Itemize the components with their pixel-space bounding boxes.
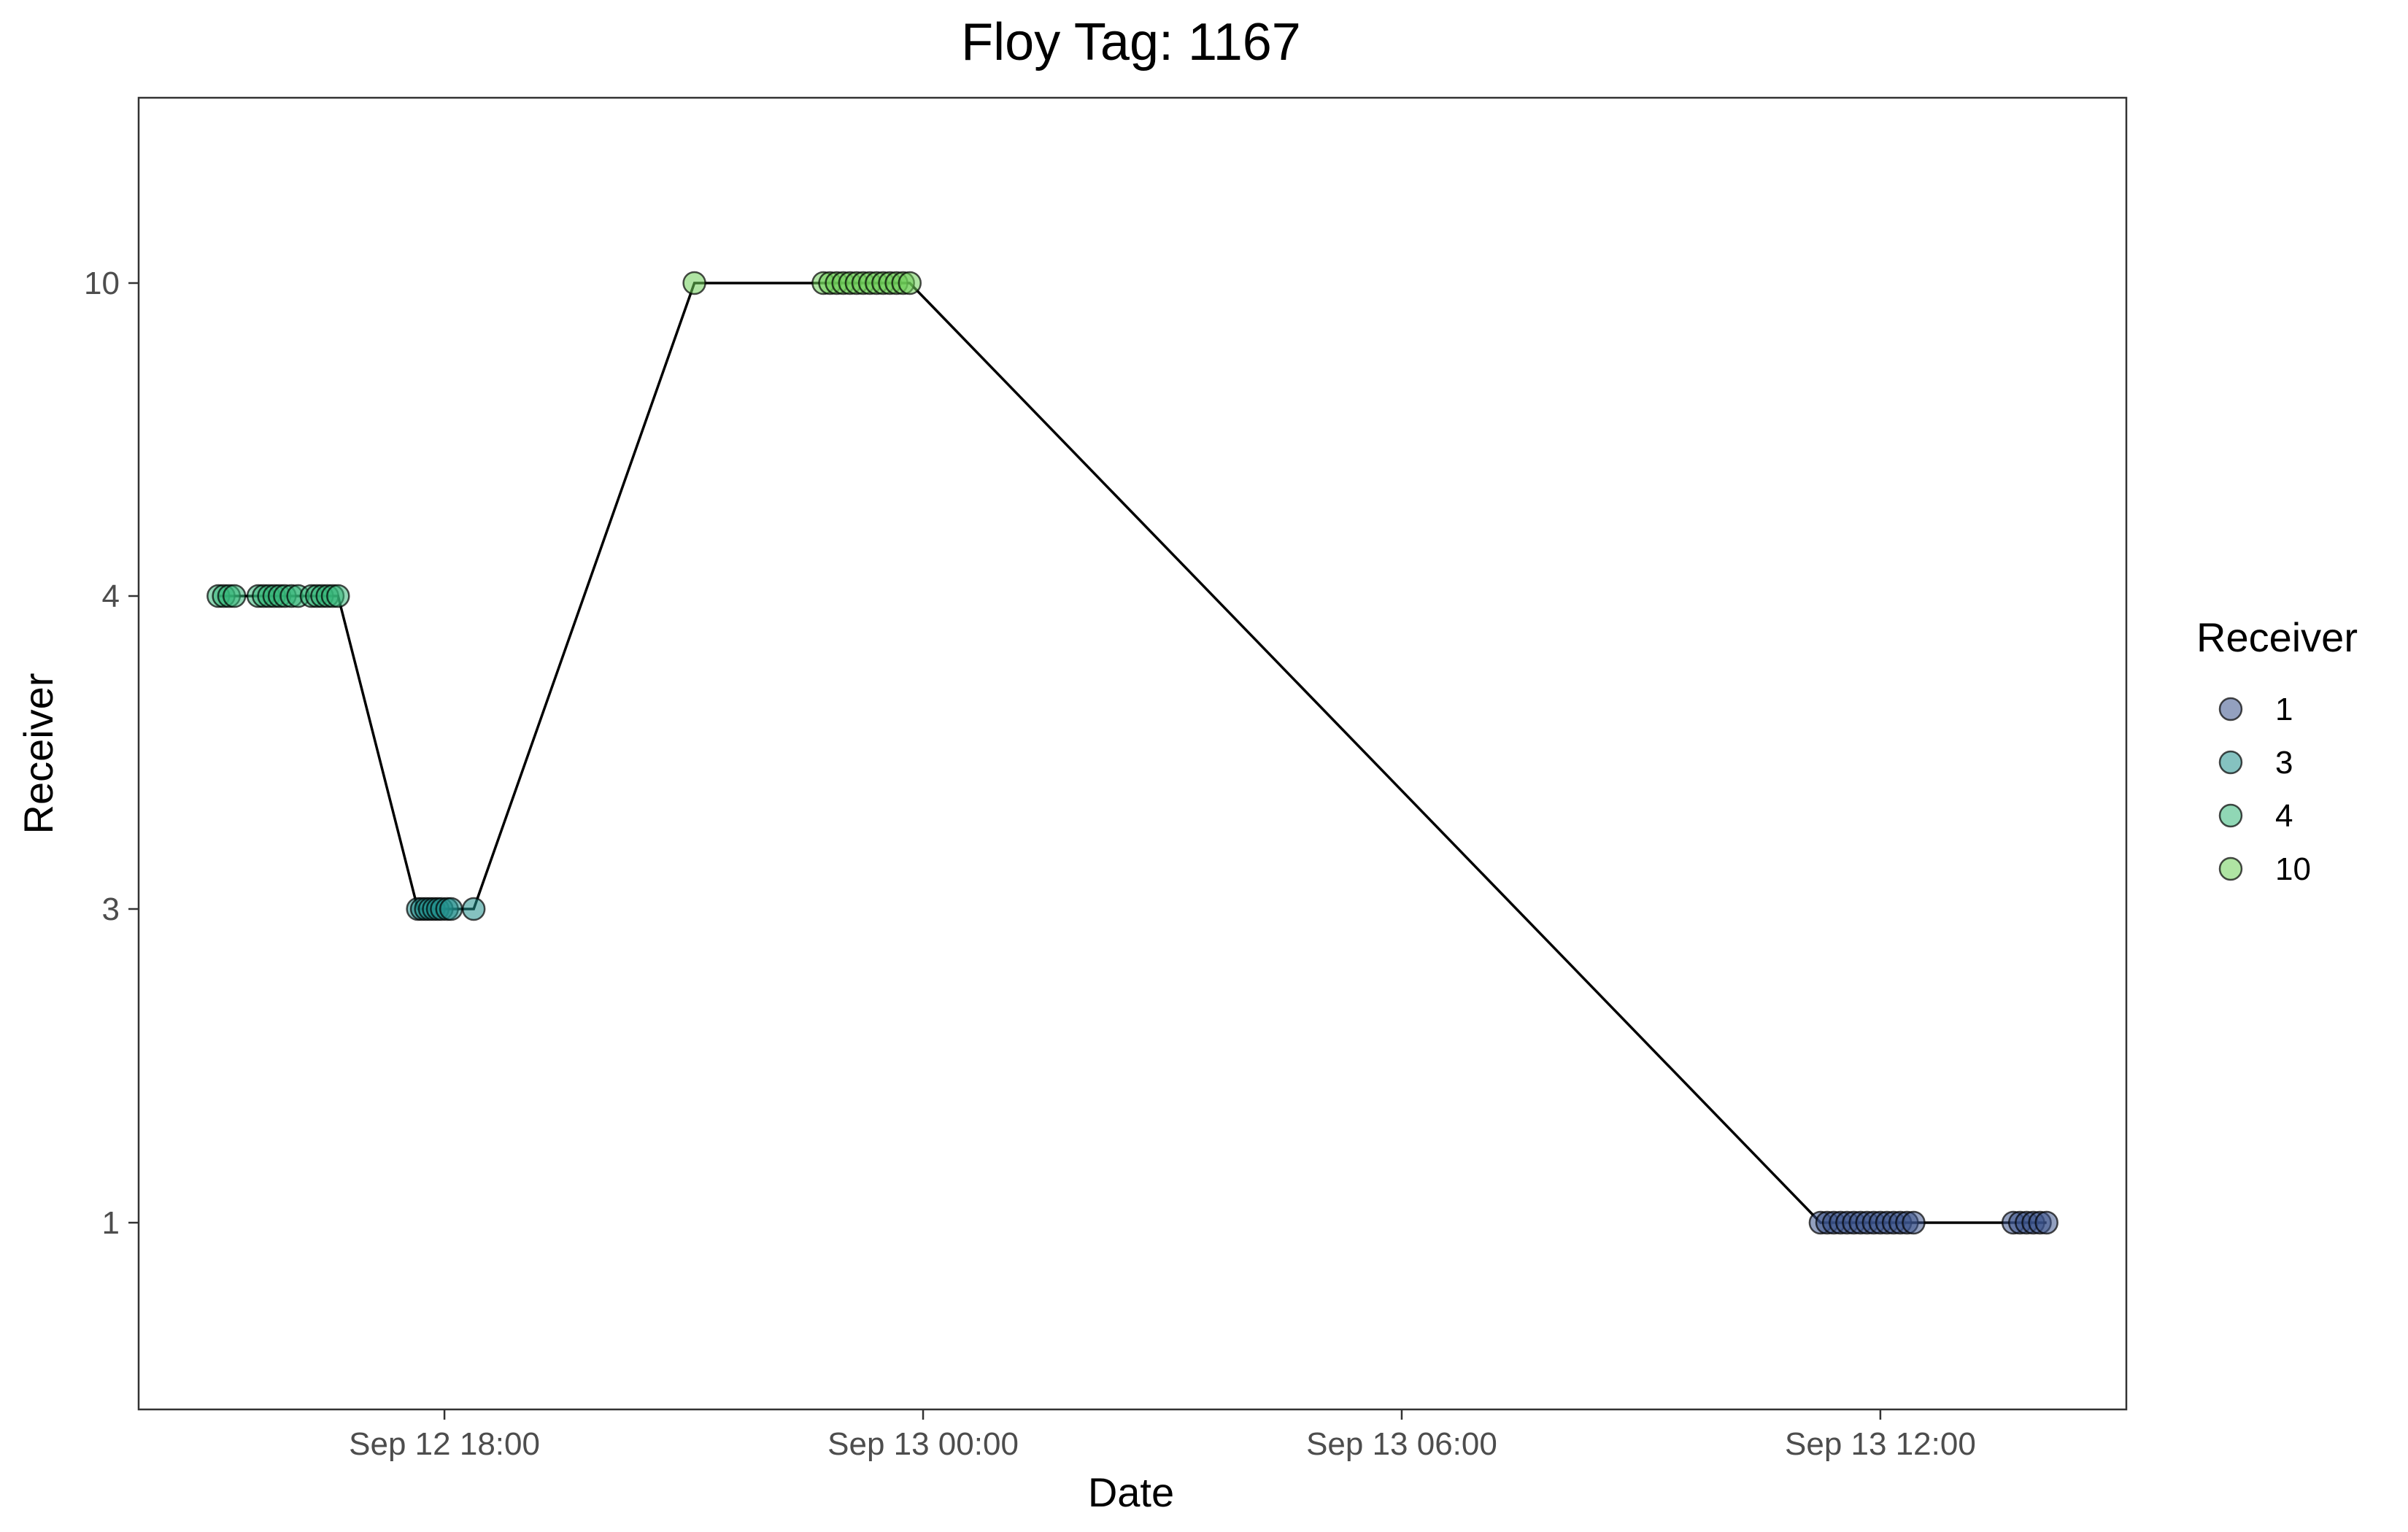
y-tick-label: 4: [102, 579, 120, 614]
data-points: [207, 271, 2058, 1235]
y-tick-label: 1: [102, 1205, 120, 1241]
data-point: [2034, 1210, 2058, 1235]
y-axis: 1 3 4 10: [84, 266, 139, 1241]
legend-key: [2218, 750, 2243, 775]
legend-label: 4: [2275, 798, 2293, 834]
x-tick-label: Sep 13 12:00: [1785, 1426, 1976, 1462]
data-point: [326, 584, 350, 608]
legend-label: 10: [2275, 851, 2311, 887]
legend-key: [2218, 856, 2243, 881]
x-tick-label: Sep 13 06:00: [1306, 1426, 1497, 1462]
x-tick-label: Sep 12 18:00: [349, 1426, 540, 1462]
x-tick-label: Sep 13 00:00: [827, 1426, 1019, 1462]
data-point: [682, 271, 706, 295]
y-tick-label: 10: [84, 266, 120, 301]
legend-title: Receiver: [2196, 614, 2358, 660]
chart-title: Floy Tag: 1167: [961, 13, 1301, 71]
y-axis-title: Receiver: [15, 673, 61, 835]
x-axis: Sep 12 18:00 Sep 13 00:00 Sep 13 06:00 Sep …: [349, 1409, 1976, 1462]
data-point: [898, 271, 922, 295]
legend-label: 3: [2275, 745, 2293, 781]
legend-key: [2218, 803, 2243, 828]
data-point: [439, 897, 463, 921]
legend: Receiver 1 3 4 10: [2196, 614, 2358, 887]
legend-label: 1: [2275, 692, 2293, 727]
data-point: [222, 584, 247, 608]
data-point: [461, 897, 486, 921]
data-point: [1902, 1210, 1926, 1235]
x-axis-title: Date: [1088, 1469, 1174, 1515]
plot-panel: [137, 96, 2128, 1411]
legend-items: 1 3 4 10: [2218, 692, 2311, 887]
y-tick-label: 3: [102, 891, 120, 927]
legend-key: [2218, 697, 2243, 721]
